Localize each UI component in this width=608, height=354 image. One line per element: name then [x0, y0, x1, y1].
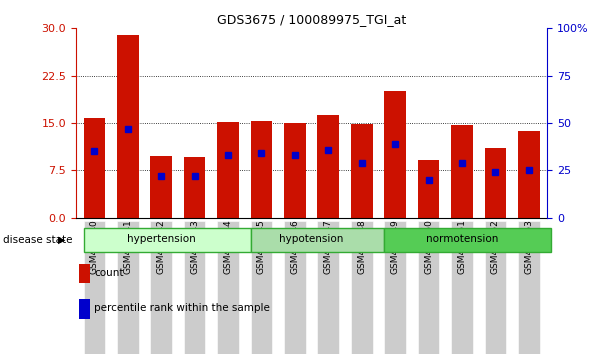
Bar — [351, 124, 373, 218]
Bar — [117, 222, 139, 354]
Bar — [83, 228, 250, 252]
Bar — [83, 118, 105, 218]
Bar — [150, 156, 172, 218]
Bar — [384, 222, 406, 354]
Bar — [150, 222, 172, 354]
Bar — [217, 122, 239, 218]
Bar — [384, 228, 551, 252]
Bar — [83, 222, 105, 354]
Title: GDS3675 / 100089975_TGI_at: GDS3675 / 100089975_TGI_at — [217, 13, 406, 26]
Bar — [250, 222, 272, 354]
Bar — [317, 222, 339, 354]
Bar — [351, 222, 373, 354]
Bar — [518, 222, 540, 354]
Text: hypertension: hypertension — [127, 234, 196, 244]
Bar — [217, 222, 239, 354]
Bar — [384, 91, 406, 218]
Bar — [250, 121, 272, 218]
Bar — [117, 35, 139, 218]
Text: disease state: disease state — [3, 235, 72, 245]
Text: ▶: ▶ — [58, 235, 66, 245]
Bar — [418, 222, 440, 354]
Bar — [184, 222, 206, 354]
Text: count: count — [94, 268, 124, 278]
Bar — [418, 160, 440, 218]
Bar — [284, 123, 306, 218]
Bar — [518, 131, 540, 218]
Text: normotension: normotension — [426, 234, 498, 244]
Text: hypotension: hypotension — [280, 234, 344, 244]
Bar — [485, 148, 506, 218]
Bar — [284, 222, 306, 354]
Bar — [485, 222, 506, 354]
Bar — [250, 228, 384, 252]
Bar — [317, 115, 339, 218]
Bar — [451, 222, 473, 354]
Bar — [451, 125, 473, 218]
Text: percentile rank within the sample: percentile rank within the sample — [94, 303, 270, 313]
Bar — [184, 157, 206, 218]
